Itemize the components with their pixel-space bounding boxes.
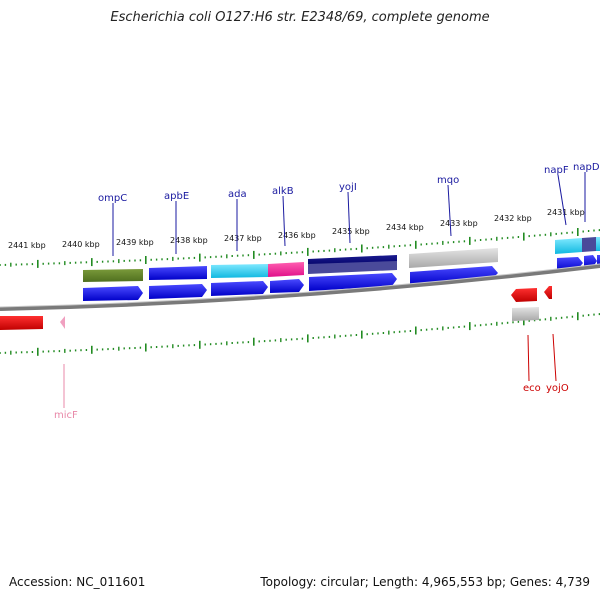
- gene-label-yoji[interactable]: yojI: [339, 182, 357, 193]
- kbp-label: 2438 kbp: [170, 236, 208, 245]
- cds-arrow[interactable]: [410, 266, 498, 285]
- gene-label-ada[interactable]: ada: [228, 189, 247, 200]
- cds-arrow[interactable]: [83, 286, 143, 301]
- gene-label-yojo[interactable]: yojO: [546, 383, 569, 394]
- leader-line: [347, 191, 351, 244]
- leader-line: [557, 174, 567, 226]
- gene-label-apbe[interactable]: apbE: [164, 191, 189, 202]
- feature-block[interactable]: [582, 237, 596, 252]
- feature-block[interactable]: [308, 261, 397, 274]
- gene-label-alkb[interactable]: alkB: [272, 186, 294, 197]
- feature-block[interactable]: [268, 262, 304, 277]
- yojo-feature[interactable]: [544, 286, 552, 299]
- cds-track: [83, 255, 600, 301]
- feature-track-upper: [83, 237, 600, 282]
- reverse-track: [0, 286, 552, 330]
- feature-block[interactable]: [596, 237, 600, 251]
- kbp-label: 2441 kbp: [8, 241, 46, 250]
- reverse-feature[interactable]: [0, 316, 43, 330]
- genome-backbone-highlight: [0, 263, 600, 308]
- gene-label-ompc[interactable]: ompC: [98, 193, 127, 204]
- kbp-label: 2436 kbp: [278, 231, 316, 240]
- kbp-labels: 2441 kbp 2440 kbp 2439 kbp 2438 kbp 2437…: [8, 208, 585, 250]
- eco-feature[interactable]: [511, 288, 537, 302]
- feature-block[interactable]: [211, 264, 268, 278]
- gene-labels: ompC apbE ada alkB yojI mqo napF napD ec…: [54, 162, 600, 421]
- kbp-label: 2440 kbp: [62, 240, 100, 249]
- kbp-label: 2433 kbp: [440, 219, 478, 228]
- feature-block[interactable]: [149, 266, 207, 280]
- genome-summary-text: Topology: circular; Length: 4,965,553 bp…: [260, 575, 590, 589]
- kbp-label: 2437 kbp: [224, 234, 262, 243]
- gene-label-napd[interactable]: napD: [573, 162, 600, 173]
- cds-arrow[interactable]: [270, 279, 304, 293]
- feature-block[interactable]: [409, 248, 498, 268]
- kbp-label: 2435 kbp: [332, 227, 370, 236]
- genome-backbone: [0, 264, 600, 311]
- kbp-label: 2431 kbp: [547, 208, 585, 217]
- leader-line: [527, 334, 530, 382]
- inner-scale-ticks: [0, 312, 600, 356]
- kbp-label: 2439 kbp: [116, 238, 154, 247]
- gene-label-eco[interactable]: eco: [523, 383, 541, 394]
- feature-block[interactable]: [83, 269, 143, 282]
- cds-arrow[interactable]: [149, 284, 207, 299]
- leader-line: [282, 195, 286, 247]
- label-leaders: [63, 172, 586, 408]
- leader-line: [552, 333, 557, 382]
- gene-label-mqo[interactable]: mqo: [437, 175, 459, 186]
- kbp-label: 2432 kbp: [494, 214, 532, 223]
- accession-text: Accession: NC_011601: [9, 575, 146, 589]
- genome-title: Escherichia coli O127:H6 str. E2348/69, …: [110, 10, 490, 25]
- gene-label-napf[interactable]: napF: [544, 165, 569, 176]
- feature-block[interactable]: [555, 238, 582, 254]
- kbp-label: 2434 kbp: [386, 223, 424, 232]
- micf-feature[interactable]: [60, 316, 65, 329]
- outer-scale-ticks: [0, 228, 600, 268]
- gene-label-micf[interactable]: micF: [54, 410, 78, 421]
- reverse-feature[interactable]: [512, 307, 539, 321]
- cds-arrow[interactable]: [211, 281, 268, 296]
- leader-line: [447, 184, 452, 237]
